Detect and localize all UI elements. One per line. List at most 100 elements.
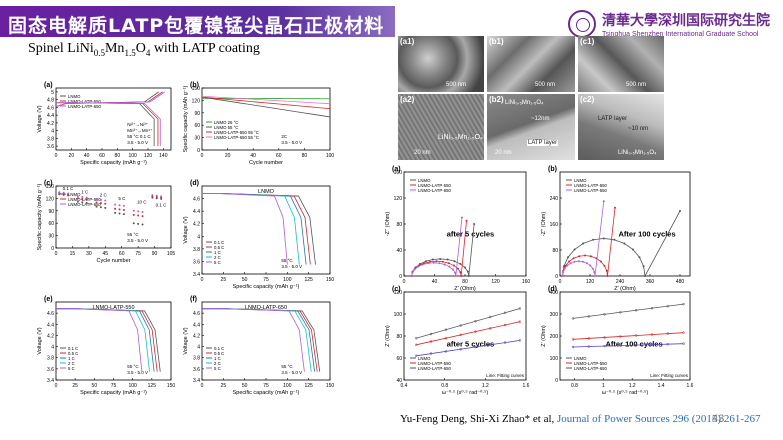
panel-label: (b) (190, 82, 199, 89)
y-axis-label: Voltage (V) (183, 327, 189, 354)
x-tick-label: 75 (263, 383, 269, 389)
series-line (572, 303, 684, 319)
y-tick-label: 4.4 (47, 113, 54, 119)
fit-label: Line: Fitting curves (486, 373, 525, 378)
y-tick-label: 3.6 (47, 367, 54, 373)
y-tick-label: 90 (194, 111, 200, 117)
y-axis-label: Specific capacity (mAh g⁻¹) (37, 183, 43, 250)
data-point (99, 206, 102, 209)
legend-label: LNMO-LATP-550 (68, 197, 101, 202)
x-tick-label: 1.4 (658, 383, 665, 389)
series-line (416, 340, 520, 357)
x-tick-label: 160 (522, 279, 531, 285)
legend-label: LNMO (68, 94, 81, 99)
x-axis-label: ω⁻⁰·⁵ (s⁰·⁵ rad⁻⁰·⁵) (602, 389, 649, 396)
y-tick-label: 80 (552, 248, 558, 254)
slide-title: 固态电解质LATP包覆镍锰尖晶石正极材料 (8, 15, 385, 37)
y-tick-label: 4.2 (193, 222, 200, 228)
x-tick-label: 50 (92, 383, 98, 389)
y-axis-label: Voltage (V) (37, 105, 43, 132)
tem-image-c2: (c2) LATP layer ~10 nm LiNi₀.₅Mn₁.₅O₄ (578, 94, 664, 160)
legend-label: LNMO-LATP-650 (68, 104, 101, 109)
panel-label: (a) (44, 82, 53, 89)
x-axis-label: Z' (Ohm) (614, 286, 636, 292)
x-tick-label: 0 (403, 279, 406, 285)
y-tick-label: 400 (550, 290, 559, 296)
y-tick-label: 3.4 (47, 378, 54, 384)
x-tick-label: 75 (111, 383, 117, 389)
y-tick-label: 3.6 (193, 259, 200, 265)
data-point (81, 195, 84, 198)
rate-label: 1 C (81, 189, 89, 194)
legend-label: LNMO-LATP-550 (574, 183, 607, 188)
y-tick-label: 3.4 (193, 378, 200, 384)
x-tick-label: 1.2 (629, 383, 636, 389)
x-axis-label: Specific capacity (mAh g⁻¹) (80, 390, 147, 396)
x-tick-label: 40 (250, 153, 256, 159)
chart-panel-6: 0 40 80 120 160 0 40 80 120 160 Z' (Ohm) -Z'' (Ohm)… (385, 166, 530, 292)
x-tick-label: 15 (70, 251, 76, 257)
y-tick-label: 120 (394, 196, 403, 202)
y-axis-label: Voltage (V) (183, 216, 189, 243)
x-tick-label: 120 (586, 279, 595, 285)
series-line (202, 193, 288, 265)
y-tick-label: 3.8 (47, 136, 54, 142)
x-tick-label: 90 (152, 251, 158, 257)
series-line (562, 207, 616, 277)
y-tick-label: 3.8 (193, 247, 200, 253)
data-point (85, 198, 88, 201)
chart-annotation: 55 °C 0.1 C (127, 134, 151, 139)
x-tick-label: 30 (86, 251, 92, 257)
slide-subtitle: Spinel LiNi0.5Mn1.5O4 with LATP coating (28, 41, 260, 58)
series-line (416, 308, 521, 339)
y-tick-label: 60 (396, 356, 402, 362)
y-tick-label: 3.6 (193, 367, 200, 373)
series-line (56, 102, 161, 147)
data-point (118, 208, 121, 211)
x-tick-label: 125 (148, 383, 157, 389)
legend-label: 2 C (214, 361, 221, 366)
x-tick-label: 0 (201, 277, 204, 283)
chart-annotation: 3.5 - 5.0 V (281, 370, 302, 375)
data-point (137, 210, 140, 213)
y-tick-label: 4.2 (47, 121, 54, 127)
x-tick-label: 360 (646, 279, 655, 285)
x-tick-label: 0 (55, 383, 58, 389)
data-point (137, 214, 140, 217)
data-point (122, 208, 125, 211)
data-point (62, 191, 65, 194)
y-tick-label: 4 (197, 345, 200, 351)
x-tick-label: 80 (462, 279, 468, 285)
legend-label: LNMO-LATP-550 55 °C (214, 130, 259, 135)
x-axis-label: Specific capacity (mAh g⁻¹) (80, 160, 147, 166)
data-point (122, 204, 125, 207)
y-tick-label: 4.4 (193, 322, 200, 328)
y-tick-label: 0 (51, 246, 54, 252)
data-point (85, 201, 88, 204)
y-tick-label: 120 (46, 196, 55, 202)
series-line (56, 308, 143, 372)
x-tick-label: 80 (302, 153, 308, 159)
journal-link[interactable]: Journal of Power Sources 296 (2015) 261-… (557, 413, 761, 425)
y-tick-label: 0 (555, 274, 558, 280)
chart-annotation: 3.5 - 5.0 V (127, 370, 148, 375)
panel-label: (c) (392, 286, 401, 293)
y-tick-label: 4 (51, 129, 54, 135)
chart-annotation: 55 °C (127, 232, 139, 237)
data-point (67, 192, 70, 195)
x-tick-label: 40 (84, 153, 90, 159)
chart-annotation: 55 °C (127, 364, 139, 369)
y-tick-label: 160 (550, 222, 559, 228)
x-axis-label: Specific capacity (mAh g⁻¹) (233, 284, 300, 290)
legend-label: 0.5 C (214, 245, 224, 250)
data-point (137, 222, 140, 225)
series-line (201, 96, 331, 110)
x-tick-label: 120 (491, 279, 500, 285)
y-tick-label: 0 (197, 148, 200, 154)
title-bar: 固态电解质LATP包覆镍锰尖晶石正极材料 (0, 6, 395, 37)
y-tick-label: 60 (48, 221, 54, 227)
chart-frame (201, 87, 331, 151)
y-tick-label: 4 (51, 345, 54, 351)
fit-label: Line: Fitting curves (650, 373, 689, 378)
legend-label: 0.1 C (68, 346, 78, 351)
